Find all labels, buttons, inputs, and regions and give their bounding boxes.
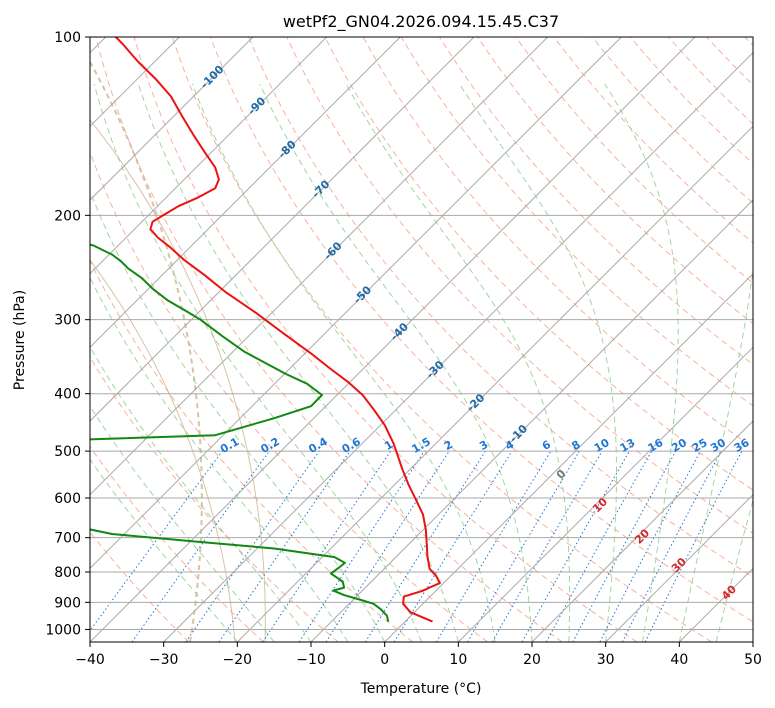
moist-adiabat-line [345, 83, 571, 642]
temperature-profile [115, 37, 441, 623]
y-tick-label: 200 [54, 208, 81, 224]
y-tick-label: 300 [54, 313, 81, 329]
x-tick-label: 50 [744, 652, 762, 668]
x-tick-label: 10 [449, 652, 467, 668]
y-axis: 1000 900 800 700 600 500 400 300 200 100 [45, 30, 90, 638]
moist-adiabat-line [90, 276, 349, 642]
dry-adiabat-line [90, 259, 414, 642]
isotherm-line [90, 37, 622, 570]
moist-adiabat-line [604, 83, 679, 642]
x-axis: −40 −30 −20 −10 0 10 20 30 40 50 [75, 642, 762, 668]
sounding-series [90, 37, 441, 623]
y-tick-label: 700 [54, 531, 81, 547]
isotherm-line [236, 125, 753, 642]
x-tick-label: −40 [75, 652, 105, 668]
y-axis-title: Pressure (hPa) [12, 290, 28, 390]
moist-adiabat-line [90, 458, 238, 642]
x-tick-label: −30 [149, 652, 179, 668]
background-lines [90, 37, 753, 642]
x-tick-label: 30 [597, 652, 615, 668]
dry-adiabat-line [248, 37, 753, 578]
x-tick-label: 40 [670, 652, 688, 668]
moist-adiabat-line [137, 83, 459, 642]
y-tick-label: 400 [54, 387, 81, 403]
isotherm-line [531, 420, 753, 642]
moist-adiabat-line [90, 345, 312, 642]
y-tick-label: 900 [54, 595, 81, 611]
isotherm-line [605, 493, 753, 642]
moist-adiabat-line [259, 83, 533, 642]
isotherm-line [90, 37, 549, 496]
x-tick-label: 20 [523, 652, 541, 668]
mixing-ratio-line [131, 450, 270, 642]
y-tick-label: 800 [54, 565, 81, 581]
dewpoint-profile [90, 243, 390, 622]
x-tick-label: −20 [223, 652, 253, 668]
isotherm-line [384, 272, 753, 642]
plot-frame [89, 36, 754, 643]
isotherm-line [163, 51, 753, 642]
dry-adiabat-line [629, 37, 753, 165]
isotherm-line [90, 37, 401, 349]
mixing-ratio-line [90, 450, 223, 632]
chart-title: wetPf2_GN04.2026.094.15.45.C37 [283, 12, 559, 32]
background-arc [90, 61, 203, 642]
mixing-ratio-line [393, 450, 513, 642]
plot-area: -100-90-80-70-60-50-40-30-20-100.1 0.2 0.4… [90, 37, 753, 642]
mixing-ratio-line [491, 450, 603, 642]
mixing-ratio-line [521, 450, 630, 642]
moist-adiabat-line [90, 405, 275, 642]
isotherm-line [457, 346, 753, 642]
dry-adiabat-line [477, 37, 753, 325]
dry-adiabat-line [133, 37, 638, 642]
isotherm-line [90, 37, 254, 201]
dry-adiabat-line [171, 37, 712, 642]
mixing-ratio-line [218, 450, 351, 642]
mixing-ratio-line [364, 450, 486, 642]
y-tick-label: 1000 [45, 622, 81, 638]
dry-adiabat-line [90, 445, 264, 642]
dry-adiabat-line [210, 37, 753, 623]
background-arc [90, 119, 266, 642]
isotherm-line [310, 199, 753, 642]
background-arc [90, 259, 236, 642]
y-tick-label: 600 [54, 491, 81, 507]
y-tick-label: 500 [54, 444, 81, 460]
x-tick-label: −10 [296, 652, 326, 668]
y-tick-label: 100 [54, 30, 81, 46]
isotherm-line [90, 37, 328, 275]
mixing-ratio-line [435, 450, 552, 642]
moist-adiabat-line [191, 83, 496, 642]
moist-adiabat-line [678, 83, 753, 642]
dry-adiabat-line [591, 37, 753, 204]
x-axis-title: Temperature (°C) [360, 681, 482, 697]
mixing-ratio-line [325, 450, 450, 642]
dry-adiabat-line [515, 37, 753, 284]
dry-adiabat-line [324, 37, 753, 491]
moist-adiabat-line [458, 83, 617, 642]
moist-adiabat-line [715, 498, 753, 642]
dry-adiabat-line [95, 37, 563, 642]
mixing-ratio-line [467, 450, 580, 642]
mixing-ratio-line [572, 450, 677, 642]
isotherm-line [90, 37, 475, 422]
dry-adiabat-line [400, 37, 753, 407]
x-tick-label: 0 [380, 652, 389, 668]
